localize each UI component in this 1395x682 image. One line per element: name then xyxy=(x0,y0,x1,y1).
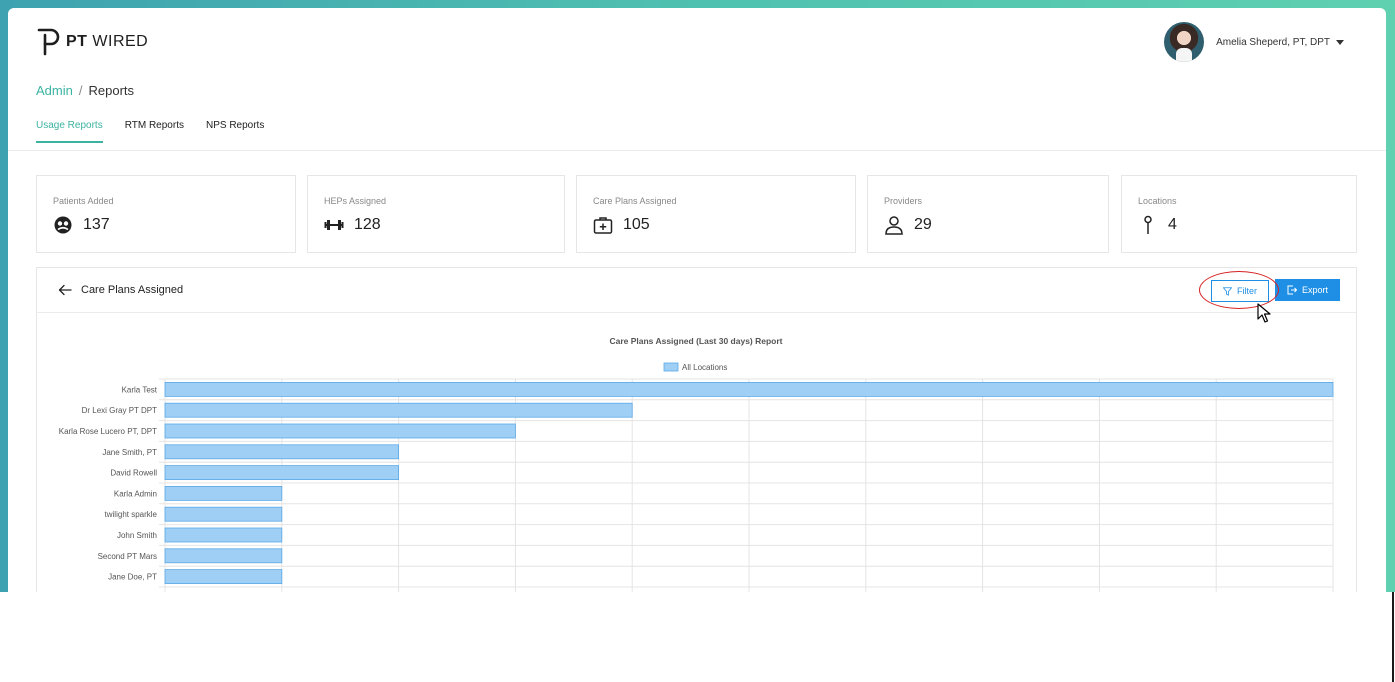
tab-usage-reports[interactable]: Usage Reports xyxy=(36,120,103,143)
stat-label: Care Plans Assigned xyxy=(593,196,677,206)
filter-icon xyxy=(1223,286,1232,296)
care-plans-bar-chart: Care Plans Assigned (Last 30 days) Repor… xyxy=(59,336,1334,592)
caret-down-icon xyxy=(1336,39,1344,45)
y-tick-label: Karla Admin xyxy=(114,489,157,498)
breadcrumb-separator: / xyxy=(78,83,83,98)
stat-label: Providers xyxy=(884,196,923,206)
stat-label: Locations xyxy=(1138,196,1177,206)
report-tabs: Usage Reports RTM Reports NPS Reports xyxy=(36,120,286,143)
panel-title: Care Plans Assigned xyxy=(81,284,184,296)
medkit-icon xyxy=(593,217,613,234)
chart-bar[interactable] xyxy=(164,506,283,522)
breadcrumb: Admin / Reports xyxy=(36,83,134,98)
bottom-blank-area xyxy=(0,592,1395,682)
chart-bar[interactable] xyxy=(164,548,283,564)
chart-bar[interactable] xyxy=(164,465,400,481)
user-menu[interactable]: Amelia Sheperd, PT, DPT xyxy=(1164,22,1344,62)
export-button[interactable]: Export xyxy=(1275,279,1340,301)
y-tick-label: John Smith xyxy=(117,531,157,540)
legend-swatch xyxy=(663,362,679,372)
tab-rtm-reports[interactable]: RTM Reports xyxy=(124,120,184,131)
chart-panel: Care Plans Assigned Filter Export Care P xyxy=(36,267,1357,592)
stat-card-patients[interactable]: Patients Added 137 xyxy=(36,175,296,253)
y-tick-label: Karla Test xyxy=(122,385,158,394)
breadcrumb-current: Reports xyxy=(88,83,135,98)
stat-card-care-plans[interactable]: Care Plans Assigned 105 xyxy=(576,175,856,253)
brand-name: PT WIRED xyxy=(66,33,149,50)
chart-bar[interactable] xyxy=(164,423,516,439)
y-tick-label: David Rowell xyxy=(110,469,157,478)
stat-card-providers[interactable]: Providers 29 xyxy=(867,175,1109,253)
chart-bar[interactable] xyxy=(164,382,1334,397)
chart-title: Care Plans Assigned (Last 30 days) Repor… xyxy=(609,336,782,346)
y-tick-label: Jane Smith, PT xyxy=(102,448,157,457)
chart-panel-header: Care Plans Assigned Filter Export xyxy=(37,268,1356,323)
y-tick-label: Karla Rose Lucero PT, DPT xyxy=(59,427,157,436)
window-edge xyxy=(1392,592,1394,682)
tab-nps-reports[interactable]: NPS Reports xyxy=(205,120,265,131)
stat-label: Patients Added xyxy=(53,196,114,206)
tabs-divider xyxy=(8,150,1386,151)
app-window: PT WIRED Amelia Sheperd, PT, DPT Admin / R… xyxy=(8,8,1386,592)
export-icon xyxy=(1287,285,1297,295)
stat-value: 105 xyxy=(623,216,650,233)
chart-bar[interactable] xyxy=(164,527,283,543)
stat-value: 4 xyxy=(1168,216,1177,233)
chart-bar[interactable] xyxy=(164,485,283,501)
stat-value: 29 xyxy=(914,216,932,233)
y-tick-label: Second PT Mars xyxy=(98,552,157,561)
person-icon xyxy=(885,216,903,235)
stat-value: 128 xyxy=(354,216,381,233)
filter-button[interactable]: Filter xyxy=(1211,280,1269,302)
stat-card-locations[interactable]: Locations 4 xyxy=(1121,175,1357,253)
user-name: Amelia Sheperd, PT, DPT xyxy=(1216,36,1330,48)
chart-bar[interactable] xyxy=(164,569,283,585)
y-tick-label: Dr Lexi Gray PT DPT xyxy=(82,406,158,415)
export-button-label: Export xyxy=(1301,285,1328,295)
legend-entry[interactable]: All Locations xyxy=(682,363,727,372)
chart-bar[interactable] xyxy=(164,402,633,418)
stat-value: 137 xyxy=(83,216,110,233)
pt-logo-icon xyxy=(37,28,60,56)
y-tick-label: Jane Doe, PT xyxy=(108,573,157,582)
brand-logo[interactable]: PT WIRED xyxy=(36,26,148,58)
patients-icon xyxy=(54,216,72,234)
filter-button-label: Filter xyxy=(1237,286,1257,296)
avatar xyxy=(1164,22,1205,62)
chart-bar[interactable] xyxy=(164,444,400,460)
back-arrow-icon[interactable] xyxy=(57,282,73,298)
stat-label: HEPs Assigned xyxy=(324,196,387,206)
pin-icon xyxy=(1144,215,1152,234)
dumbbell-icon xyxy=(324,220,344,230)
breadcrumb-admin[interactable]: Admin xyxy=(36,83,73,98)
y-tick-label: twilight sparkle xyxy=(105,510,158,519)
stat-card-heps[interactable]: HEPs Assigned 128 xyxy=(307,175,565,253)
